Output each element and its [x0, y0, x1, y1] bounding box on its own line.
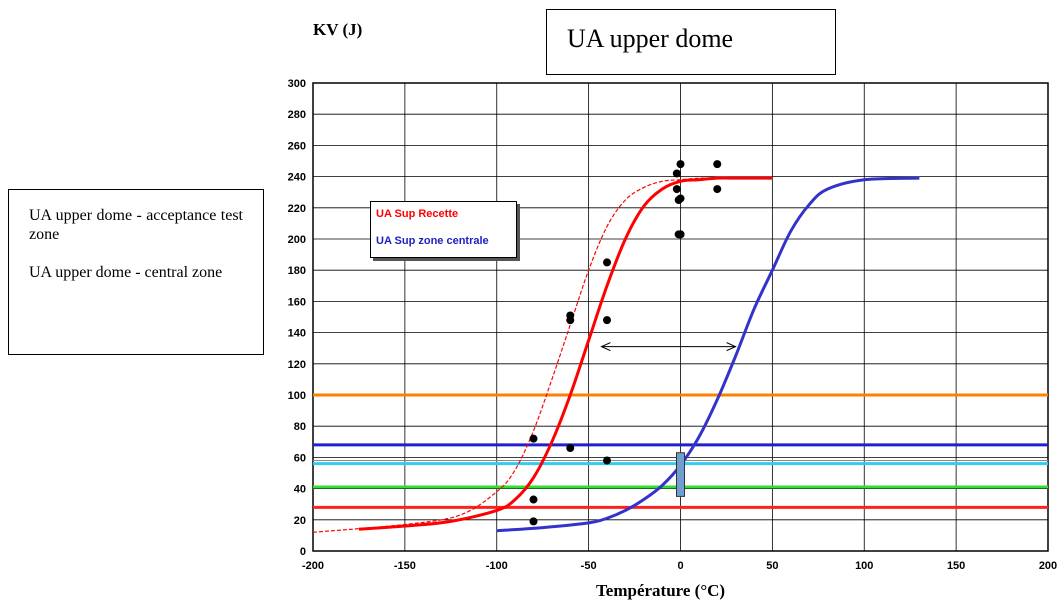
data-point: [672, 169, 681, 178]
data-point: [676, 194, 685, 203]
data-point: [566, 444, 575, 453]
y-tick-label: 220: [288, 203, 306, 215]
side-legend-entry-2: UA upper dome - central zone: [29, 264, 223, 281]
x-tick-label: 150: [947, 560, 965, 572]
data-point: [713, 160, 722, 169]
y-tick-label: 0: [300, 546, 306, 558]
tick-labels: 0 20 40 60 80 100 120 140 160 180 200 220 240 260 280 3…: [288, 78, 1058, 572]
x-tick-label: 200: [1039, 560, 1057, 572]
data-point: [566, 316, 575, 325]
x-tick-label: 0: [677, 560, 683, 572]
y-axis-label: KV (J): [313, 20, 363, 39]
x-tick-label: -200: [302, 560, 324, 572]
y-tick-label: 100: [288, 390, 306, 402]
y-tick-label: 40: [294, 484, 306, 496]
series-legend: UA Sup Recette UA Sup zone centrale: [370, 201, 517, 258]
y-tick-label: 280: [288, 109, 306, 121]
y-tick-label: 160: [288, 296, 306, 308]
data-point: [603, 258, 611, 267]
x-axis-label: Température (°C): [596, 581, 726, 600]
data-point: [676, 160, 685, 169]
x-tick-label: 50: [766, 560, 778, 572]
y-tick-label: 240: [288, 172, 306, 184]
y-tick-label: 80: [294, 421, 306, 433]
data-point: [529, 495, 538, 504]
legend-entry-zone-centrale: UA Sup zone centrale: [376, 235, 489, 247]
x-tick-label: 100: [855, 560, 873, 572]
data-point: [529, 434, 538, 443]
data-point: [672, 185, 681, 194]
scatter-band-marker: [676, 452, 685, 497]
legend-entry-recette: UA Sup Recette: [376, 208, 459, 220]
y-tick-label: 120: [288, 359, 306, 371]
chart-title: UA upper dome: [546, 9, 836, 75]
y-tick-label: 140: [288, 328, 306, 340]
data-point: [603, 456, 611, 465]
y-tick-label: 180: [288, 265, 306, 277]
y-tick-label: 200: [288, 234, 306, 246]
data-points: [529, 160, 722, 526]
series-curves: [312, 176, 920, 533]
series-line-0: [358, 176, 773, 531]
y-tick-label: 20: [294, 515, 306, 527]
data-point: [713, 185, 722, 194]
data-point: [529, 517, 538, 526]
y-tick-label: 60: [294, 452, 306, 464]
side-legend: UA upper dome - acceptance test zone UA …: [8, 189, 264, 355]
x-tick-label: -50: [581, 560, 597, 572]
data-point: [603, 316, 611, 325]
data-point: [676, 230, 685, 239]
annotations: [601, 347, 735, 497]
side-legend-entry-1: UA upper dome - acceptance test zone: [29, 207, 243, 243]
series-line-1: [312, 177, 718, 533]
x-tick-label: -100: [486, 560, 508, 572]
series-line-2: [496, 176, 920, 533]
x-tick-label: -150: [394, 560, 416, 572]
y-tick-label: 300: [288, 78, 306, 90]
y-tick-label: 260: [288, 140, 306, 152]
